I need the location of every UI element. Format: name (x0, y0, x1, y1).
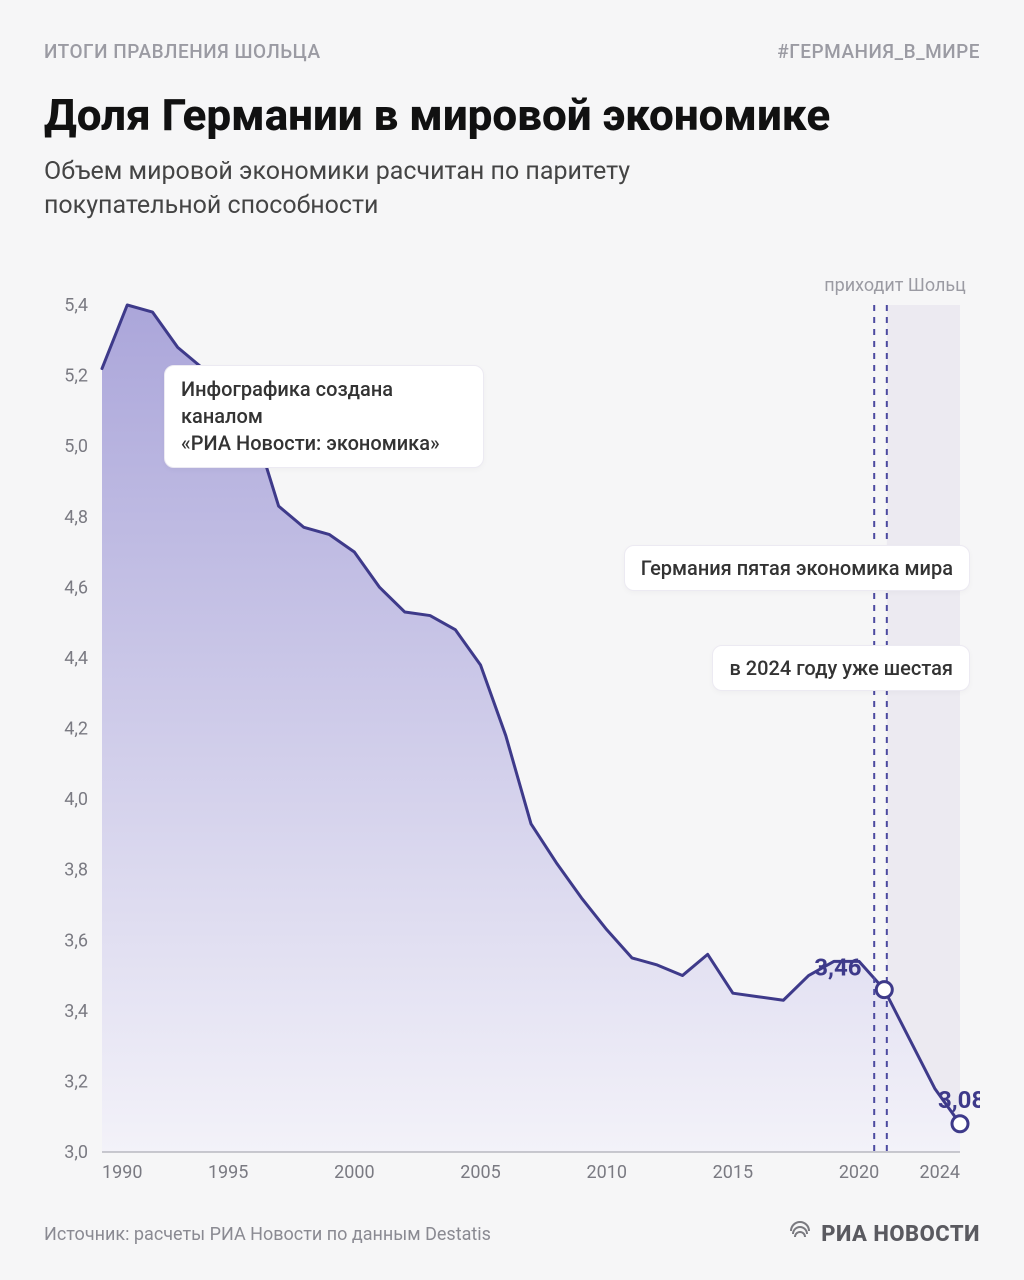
ytick-label: 3,4 (64, 1001, 88, 1022)
point-label: 3,46 (814, 954, 861, 982)
ytick-label: 4,2 (64, 718, 88, 739)
xtick-label: 2024 (920, 1162, 960, 1183)
xtick-label: 2005 (460, 1162, 500, 1183)
callout-2: в 2024 году уже шестая (712, 645, 970, 691)
header-left: ИТОГИ ПРАВЛЕНИЯ ШОЛЬЦА (44, 40, 321, 63)
xtick-label: 1995 (208, 1162, 248, 1183)
footer-row: Источник: расчеты РИА Новости по данным … (44, 1218, 980, 1250)
ytick-label: 5,0 (64, 436, 88, 457)
ytick-label: 3,8 (64, 860, 88, 881)
globe-icon (787, 1218, 813, 1250)
point-label: 3,08 (938, 1086, 980, 1114)
ytick-label: 5,4 (64, 295, 88, 316)
xtick-label: 2015 (713, 1162, 753, 1183)
chart-area: 3,0 3,2 3,4 3,6 3,8 4,0 4,2 4,4 4,6 4,8 5,0 5,2 5,4 1… (44, 257, 980, 1196)
page-subtitle: Объем мировой экономики расчитан по пари… (44, 155, 784, 223)
xtick-label: 2000 (334, 1162, 374, 1183)
ytick-label: 4,4 (64, 648, 88, 669)
logo-text: РИА НОВОСТИ (821, 1222, 980, 1247)
page-title: Доля Германии в мировой экономике (44, 91, 980, 139)
callout-1: Германия пятая экономика мира (624, 545, 970, 591)
ytick-label: 3,0 (64, 1142, 88, 1163)
highlight-marker (952, 1116, 968, 1132)
header-hashtag: #ГЕРМАНИЯ_В_МИРЕ (777, 40, 980, 63)
ytick-label: 5,2 (64, 365, 88, 386)
ytick-label: 4,8 (64, 507, 88, 528)
vline-label: приходит Шольц (824, 275, 966, 296)
page: ИТОГИ ПРАВЛЕНИЯ ШОЛЬЦА #ГЕРМАНИЯ_В_МИРЕ … (0, 0, 1024, 1280)
callout-0: Инфографика создана каналом«РИА Новости:… (164, 365, 484, 468)
ytick-label: 4,6 (64, 577, 88, 598)
xtick-label: 1990 (102, 1162, 142, 1183)
xtick-label: 2010 (586, 1162, 626, 1183)
header-row: ИТОГИ ПРАВЛЕНИЯ ШОЛЬЦА #ГЕРМАНИЯ_В_МИРЕ (44, 40, 980, 63)
ytick-label: 3,6 (64, 930, 88, 951)
ytick-label: 3,2 (64, 1071, 88, 1092)
logo: РИА НОВОСТИ (787, 1218, 980, 1250)
highlight-marker (876, 982, 892, 998)
ytick-label: 4,0 (64, 789, 88, 810)
source-text: Источник: расчеты РИА Новости по данным … (44, 1224, 491, 1245)
xtick-label: 2020 (839, 1162, 879, 1183)
